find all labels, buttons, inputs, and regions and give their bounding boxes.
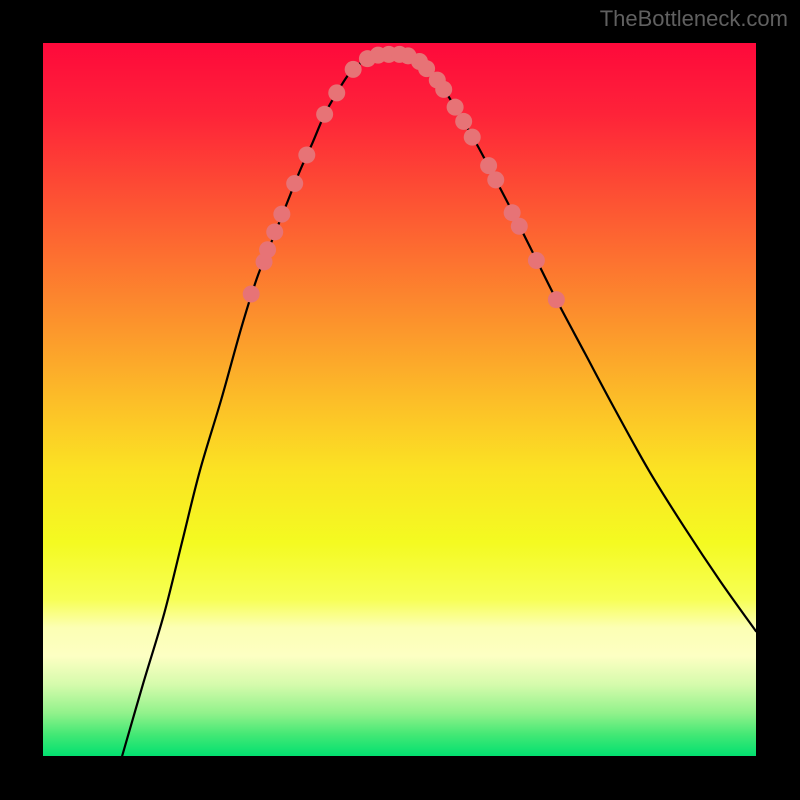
data-marker (455, 113, 472, 130)
data-marker (243, 285, 260, 302)
chart-curve-layer (43, 43, 756, 756)
data-marker (528, 252, 545, 269)
data-marker (286, 175, 303, 192)
v-curve (122, 54, 756, 756)
marker-group (243, 46, 565, 308)
data-marker (548, 291, 565, 308)
watermark-label: TheBottleneck.com (600, 6, 788, 32)
data-marker (316, 106, 333, 123)
data-marker (447, 99, 464, 116)
data-marker (487, 171, 504, 188)
data-marker (266, 223, 283, 240)
data-marker (435, 81, 452, 98)
data-marker (345, 61, 362, 78)
chart-plot-area (43, 43, 756, 756)
data-marker (298, 146, 315, 163)
data-marker (464, 129, 481, 146)
data-marker (328, 84, 345, 101)
data-marker (511, 218, 528, 235)
data-marker (273, 206, 290, 223)
data-marker (259, 241, 276, 258)
